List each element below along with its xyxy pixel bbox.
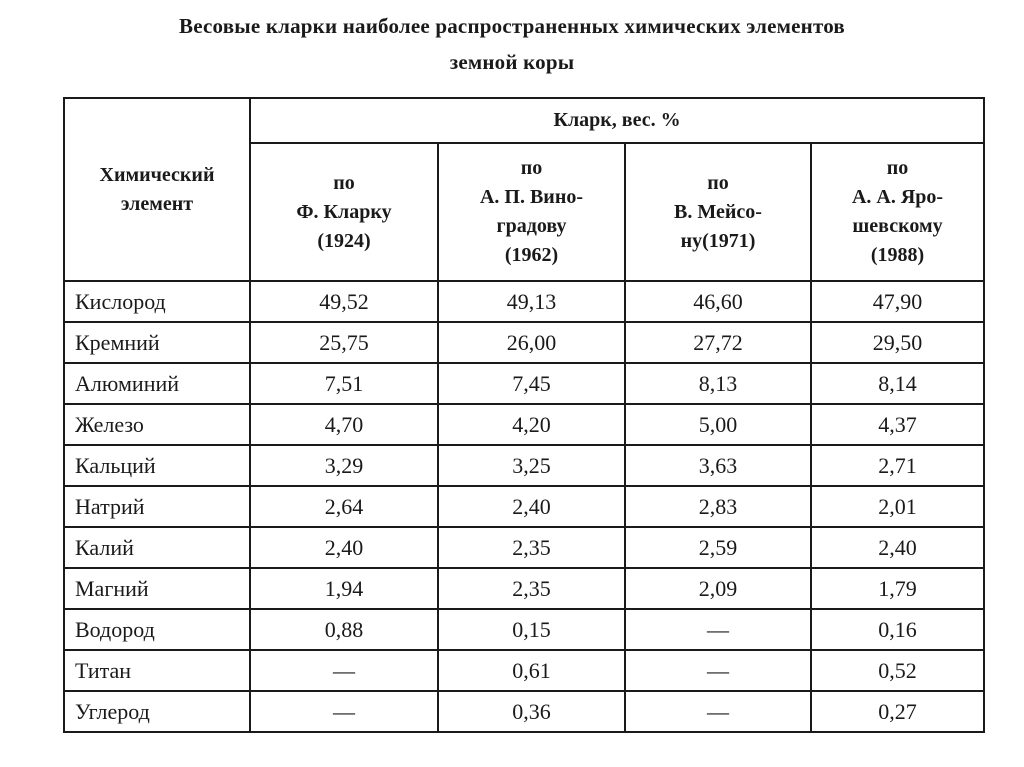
element-name: Водород [63, 608, 251, 651]
table-row: Алюминий 7,51 7,45 8,13 8,14 [63, 362, 986, 405]
value-cell: 7,51 [249, 362, 439, 405]
clarke-table: Химический элемент Кларк, вес. % по Ф. К… [63, 97, 986, 733]
value-cell: 2,35 [437, 567, 626, 610]
value-cell: 2,40 [249, 526, 439, 569]
header-line: по [333, 171, 355, 194]
value-cell: 26,00 [437, 321, 626, 364]
header-line: по [520, 157, 543, 179]
value-cell: 0,16 [809, 608, 986, 651]
value-cell: 25,75 [249, 321, 439, 364]
element-header-line: элемент [120, 192, 194, 215]
value-cell: 0,52 [809, 649, 986, 692]
value-cell: 5,00 [624, 403, 812, 446]
value-cell: 4,37 [809, 403, 986, 446]
table-row: Калий 2,40 2,35 2,59 2,40 [63, 526, 986, 569]
value-cell: 27,72 [624, 321, 812, 364]
value-cell: — [624, 690, 812, 733]
value-cell: 2,59 [624, 526, 812, 569]
element-header-line: Химический [99, 163, 215, 186]
page-title: Весовые кларки наиболее распространенных… [0, 8, 1024, 80]
value-cell: 49,52 [249, 280, 439, 323]
value-cell: 47,90 [809, 280, 986, 323]
element-name: Натрий [63, 485, 251, 528]
table-row: Кремний 25,75 26,00 27,72 29,50 [63, 321, 986, 364]
header-line: по [886, 157, 909, 179]
element-name: Магний [63, 567, 251, 610]
header-line: шевскому [852, 215, 943, 237]
value-cell: 49,13 [437, 280, 626, 323]
value-cell: 0,88 [249, 608, 439, 651]
value-cell: 3,25 [437, 444, 626, 487]
value-cell: 2,01 [809, 485, 986, 528]
clarke-group-header: Кларк, вес. % [248, 97, 986, 144]
header-line: ну(1971) [680, 229, 756, 252]
value-cell: 2,35 [437, 526, 626, 569]
title-line-1: Весовые кларки наиболее распространенных… [179, 14, 845, 38]
value-cell: 4,20 [437, 403, 626, 446]
value-cell: 8,14 [809, 362, 986, 405]
value-cell: — [624, 608, 812, 651]
value-cell: 1,94 [249, 567, 439, 610]
table-row: Водород 0,88 0,15 — 0,16 [63, 608, 986, 651]
value-cell: 2,09 [624, 567, 812, 610]
header-line: (1924) [317, 229, 371, 252]
value-cell: 46,60 [624, 280, 812, 323]
header-line: по [707, 171, 729, 194]
value-cell: 0,61 [437, 649, 626, 692]
element-name: Титан [63, 649, 251, 692]
value-cell: 0,27 [809, 690, 986, 733]
title-line-2: земной коры [449, 50, 575, 74]
value-cell: 4,70 [249, 403, 439, 446]
table-row: Кислород 49,52 49,13 46,60 47,90 [63, 280, 986, 323]
header-line: (1988) [870, 244, 925, 266]
column-header-clarke: по Ф. Кларку (1924) [249, 142, 439, 282]
value-cell: 0,36 [437, 690, 626, 733]
column-header-mason: по В. Мейсо- ну(1971) [624, 142, 812, 282]
value-cell: — [624, 649, 812, 692]
table-row: Магний 1,94 2,35 2,09 1,79 [63, 567, 986, 610]
element-name: Железо [63, 403, 251, 446]
value-cell: 3,63 [624, 444, 812, 487]
value-cell: 3,29 [249, 444, 439, 487]
value-cell: — [249, 649, 439, 692]
header-line: Ф. Кларку [296, 200, 392, 223]
table-row: Титан — 0,61 — 0,52 [63, 649, 986, 692]
value-cell: 8,13 [624, 362, 812, 405]
value-cell: — [249, 690, 439, 733]
value-cell: 0,15 [437, 608, 626, 651]
table-row: Кальций 3,29 3,25 3,63 2,71 [63, 444, 986, 487]
header-row-sources: по Ф. Кларку (1924) по А. П. Вино- градо… [64, 142, 986, 282]
column-header-yaroshevsky: по А. А. Яро- шевскому (1988) [809, 142, 986, 282]
value-cell: 2,83 [624, 485, 812, 528]
table-row: Железо 4,70 4,20 5,00 4,37 [63, 403, 986, 446]
element-name: Алюминий [63, 362, 251, 405]
table-row: Углерод — 0,36 — 0,27 [63, 690, 986, 733]
element-name: Кальций [63, 444, 251, 487]
column-header-vinogradov: по А. П. Вино- градову (1962) [437, 142, 626, 282]
element-name: Углерод [63, 690, 251, 733]
element-column-header: Химический элемент [63, 97, 251, 282]
header-row-top: Химический элемент Кларк, вес. % [63, 97, 986, 282]
header-line: В. Мейсо- [674, 200, 762, 223]
header-line: (1962) [504, 244, 559, 266]
value-cell: 2,40 [437, 485, 626, 528]
value-cell: 7,45 [437, 362, 626, 405]
value-cell: 2,64 [249, 485, 439, 528]
value-cell: 1,79 [809, 567, 986, 610]
table-row: Натрий 2,64 2,40 2,83 2,01 [63, 485, 986, 528]
element-name: Кремний [63, 321, 251, 364]
header-line: А. А. Яро- [851, 186, 944, 208]
header-line: А. П. Вино- [479, 186, 584, 208]
value-cell: 2,71 [809, 444, 986, 487]
element-name: Калий [63, 526, 251, 569]
header-line: градову [496, 215, 567, 237]
element-name: Кислород [63, 280, 251, 323]
value-cell: 2,40 [809, 526, 986, 569]
value-cell: 29,50 [809, 321, 986, 364]
